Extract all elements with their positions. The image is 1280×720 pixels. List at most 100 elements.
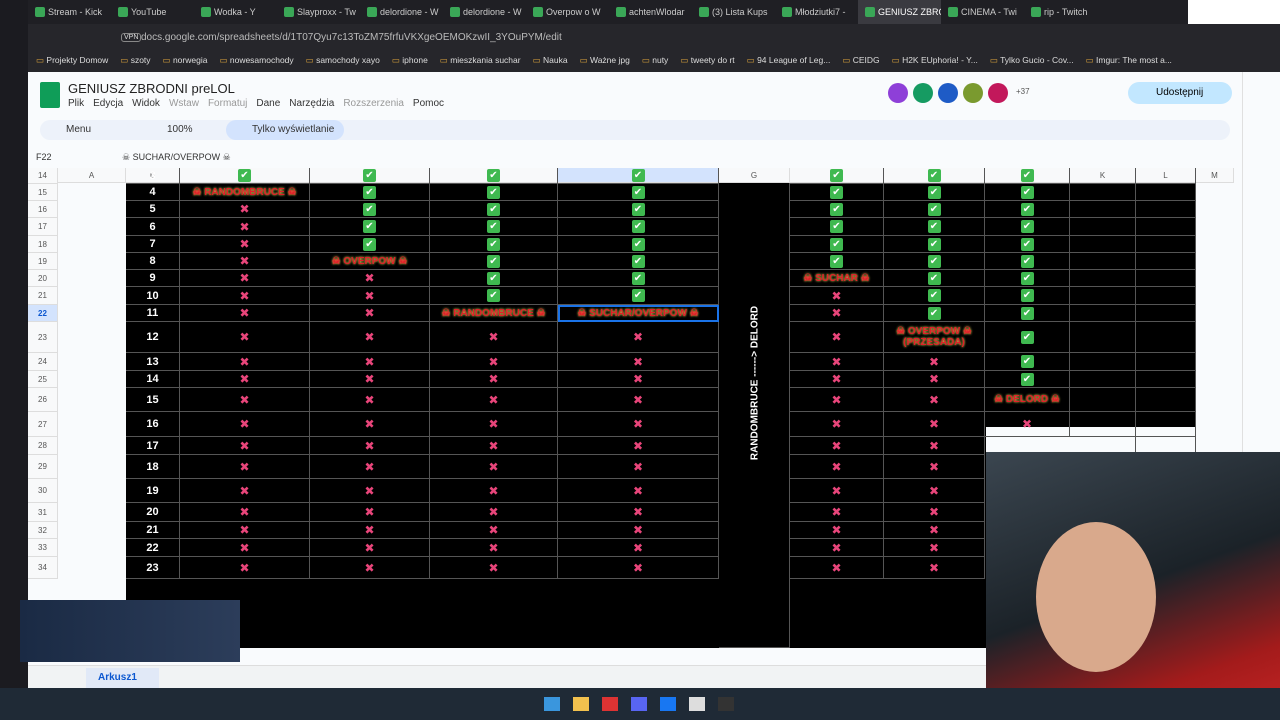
browser-tab[interactable]: delordione - W [360, 0, 443, 24]
cross-icon: ✖ [884, 557, 985, 579]
view-mode[interactable]: Tylko wyświetlanie [226, 120, 345, 140]
browser-tab[interactable]: Overpow o W [526, 0, 609, 24]
avatar[interactable] [888, 83, 908, 103]
browser-tab[interactable]: rip - Twitch [1024, 0, 1107, 24]
taskbar-icon[interactable] [544, 697, 560, 711]
row-header[interactable]: 27 [28, 412, 58, 437]
round-number: 13 [126, 353, 180, 371]
check-icon: ✔ [927, 271, 941, 285]
search-menu[interactable]: Menu [66, 124, 92, 135]
cross-icon: ✖ [310, 455, 430, 479]
column-header[interactable]: A [58, 168, 126, 183]
row-header[interactable]: 21 [28, 287, 58, 305]
bookmark[interactable]: Imgur: The most a... [1086, 52, 1172, 68]
bookmark[interactable]: samochody xayo [306, 52, 380, 68]
menu-item[interactable]: Rozszerzenia [343, 98, 404, 109]
column-header[interactable]: M [1196, 168, 1234, 183]
row-header[interactable]: 15 [28, 184, 58, 201]
row-header[interactable]: 16 [28, 201, 58, 218]
cross-icon: ✖ [558, 353, 719, 371]
taskbar-icon[interactable] [573, 697, 589, 711]
row-header[interactable]: 17 [28, 218, 58, 236]
taskbar-icon[interactable] [718, 697, 734, 711]
menu-item[interactable]: Widok [132, 98, 160, 109]
sheet-tab[interactable]: Arkusz1 [86, 668, 159, 688]
row-header[interactable]: 29 [28, 455, 58, 479]
row-header[interactable]: 20 [28, 270, 58, 287]
share-button[interactable]: Udostępnij [1128, 82, 1232, 104]
bookmark[interactable]: tweety do rt [680, 52, 735, 68]
cross-icon: ✖ [430, 479, 558, 503]
row-header[interactable]: 19 [28, 253, 58, 270]
bookmark[interactable]: Projekty Domow [36, 52, 108, 68]
column-header[interactable]: G [719, 168, 790, 183]
bookmark[interactable]: norwegia [163, 52, 208, 68]
menu-item[interactable]: Plik [68, 98, 85, 109]
menu-item[interactable]: Pomoc [412, 98, 445, 109]
taskbar-icon[interactable] [602, 697, 618, 711]
check-icon: ✔ [927, 220, 941, 233]
taskbar-icon[interactable] [631, 697, 647, 711]
browser-tab[interactable]: delordione - W [443, 0, 526, 24]
row-header[interactable]: 32 [28, 522, 58, 539]
row-header[interactable]: 33 [28, 539, 58, 557]
row-header[interactable]: 28 [28, 437, 58, 455]
browser-tab[interactable]: Młodziutki7 - [775, 0, 858, 24]
vpn-badge[interactable]: VPN [121, 33, 142, 42]
browser-tab[interactable]: Slayproxx - Tw [277, 0, 360, 24]
menu-item[interactable]: Wstaw [168, 98, 199, 109]
bookmark[interactable]: Tylko Gucio - Cov... [990, 52, 1074, 68]
browser-tab[interactable]: GENIUSZ ZBRODNI preL [858, 0, 941, 24]
cross-icon: ✖ [310, 371, 430, 388]
bookmark[interactable]: iphone [392, 52, 428, 68]
row-header[interactable]: 26 [28, 388, 58, 412]
bookmark[interactable]: Ważne jpg [580, 52, 630, 68]
row-header[interactable]: 14 [28, 168, 58, 184]
zoom[interactable]: 100% [167, 124, 193, 135]
menu-item[interactable]: Edycja [93, 98, 124, 109]
address-bar[interactable]: docs.google.com/spreadsheets/d/1T07Qyu7c… [141, 32, 562, 43]
sheets-logo[interactable] [40, 82, 60, 108]
row-header[interactable]: 25 [28, 371, 58, 388]
avatar[interactable] [963, 83, 983, 103]
row-header[interactable]: 30 [28, 479, 58, 503]
row-header[interactable]: 34 [28, 557, 58, 579]
avatar[interactable] [938, 83, 958, 103]
bookmark[interactable]: nowesamochody [219, 52, 294, 68]
bookmark[interactable]: Nauka [533, 52, 568, 68]
row-header[interactable]: 18 [28, 236, 58, 253]
round-number: 5 [126, 201, 180, 218]
cell [1070, 201, 1136, 218]
bookmark[interactable]: mieszkania suchar [440, 52, 520, 68]
bookmark[interactable]: CEIDG [842, 52, 880, 68]
bookmark[interactable]: H2K EUphoria! - Y... [892, 52, 978, 68]
collaborator-count[interactable]: +37 [1016, 87, 1030, 96]
elimination-label: ☠ RANDOMBRUCE ☠ [180, 184, 310, 201]
row-header[interactable]: 31 [28, 503, 58, 522]
check-icon: ✔ [487, 169, 500, 182]
cross-icon: ✖ [884, 371, 985, 388]
row-header[interactable]: 23 [28, 322, 58, 353]
bookmark[interactable]: szoty [120, 52, 151, 68]
row-header[interactable]: 22 [28, 305, 58, 322]
check-icon: ✔ [487, 185, 500, 199]
avatar[interactable] [913, 83, 933, 103]
row-header[interactable]: 24 [28, 353, 58, 371]
browser-tab[interactable]: Stream - Kick [28, 0, 111, 24]
bookmark[interactable]: nuty [642, 52, 668, 68]
name-box[interactable]: F22 [36, 152, 52, 162]
check-icon: ✔ [363, 220, 376, 233]
bookmark[interactable]: 94 League of Leg... [747, 52, 830, 68]
taskbar-icon[interactable] [689, 697, 705, 711]
doc-title[interactable]: GENIUSZ ZBRODNI preLOL [68, 81, 235, 96]
taskbar-icon[interactable] [660, 697, 676, 711]
avatar[interactable] [988, 83, 1008, 103]
browser-tab[interactable]: Wodka - Y [194, 0, 277, 24]
browser-tab[interactable]: achtenWlodar [609, 0, 692, 24]
browser-tab[interactable]: YouTube [111, 0, 194, 24]
browser-tab[interactable]: (3) Lista Kups [692, 0, 775, 24]
menu-item[interactable]: Narzędzia [289, 98, 335, 109]
menu-item[interactable]: Dane [256, 98, 281, 109]
browser-tab[interactable]: CINEMA - Twi [941, 0, 1024, 24]
menu-item[interactable]: Formatuj [207, 98, 248, 109]
